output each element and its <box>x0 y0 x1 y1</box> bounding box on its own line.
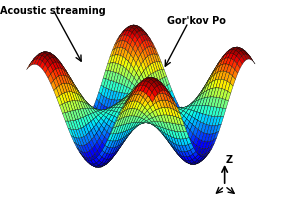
Text: Acoustic streaming: Acoustic streaming <box>0 6 106 16</box>
Text: Z: Z <box>225 155 232 165</box>
Text: Gor'kov Po: Gor'kov Po <box>167 16 226 26</box>
